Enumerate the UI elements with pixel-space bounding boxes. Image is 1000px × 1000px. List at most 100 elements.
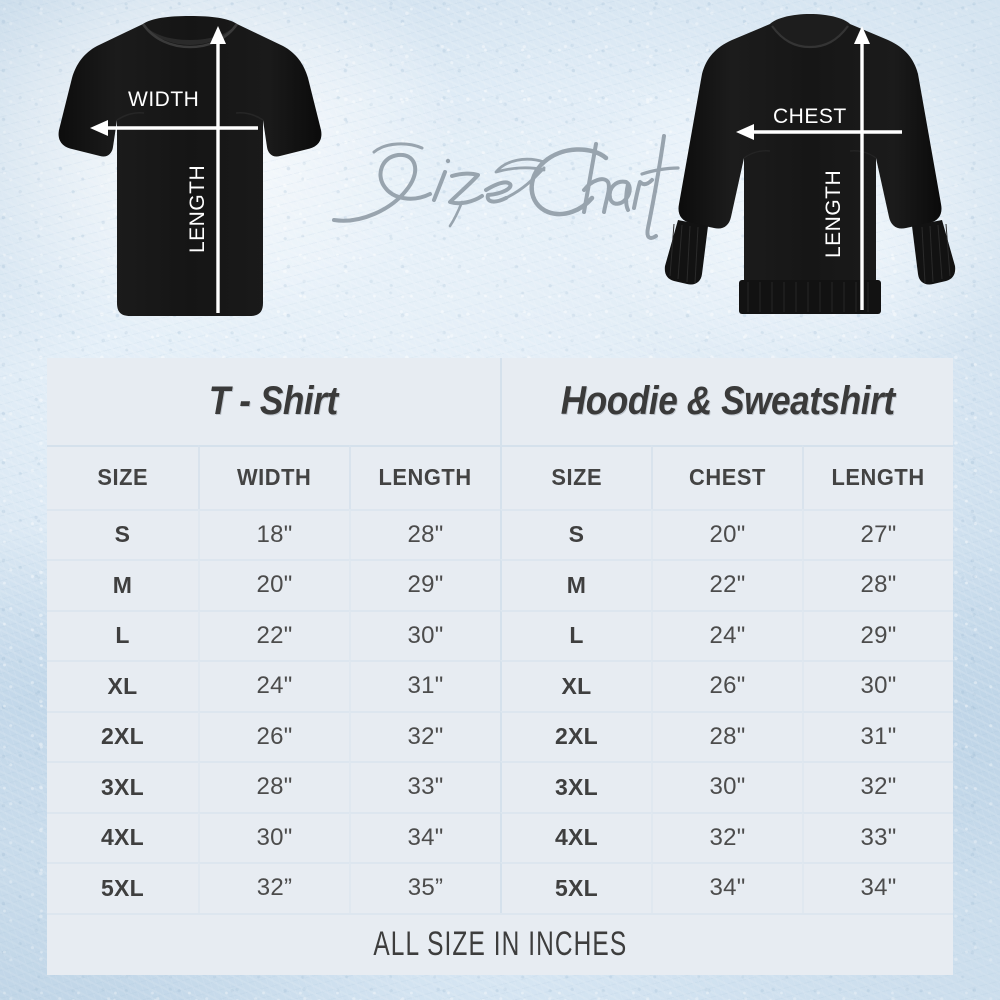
- size-cell: XL: [500, 660, 651, 711]
- measurement-cell: 32": [349, 710, 500, 762]
- measurement-value: 32": [860, 773, 897, 801]
- measurement-cell: 27": [802, 508, 953, 560]
- table-header-row: SIZE WIDTH LENGTH SIZE CHEST LENGTH: [47, 445, 953, 509]
- measurement-value: 26": [709, 672, 746, 700]
- measurement-value: 26": [256, 722, 293, 750]
- measurement-cell: 18": [198, 508, 349, 560]
- size-label: XL: [107, 672, 138, 699]
- measurement-cell: 29": [802, 609, 953, 661]
- table-row: 3XL 28" 33" 3XL 30" 32": [47, 761, 953, 812]
- chest-arrow-head: [736, 124, 754, 140]
- table-footer-row: ALL SIZE IN INCHES: [47, 912, 953, 975]
- column-header-label: WIDTH: [237, 464, 312, 491]
- size-cell: 2XL: [500, 710, 651, 762]
- size-label: 2XL: [100, 723, 145, 750]
- measurement-cell: 33": [802, 811, 953, 863]
- size-cell: M: [500, 559, 651, 610]
- measurement-value: 34": [709, 874, 746, 902]
- size-label: 4XL: [100, 824, 145, 851]
- left-cuff-ribbing: [669, 223, 699, 284]
- measurement-value: 24": [256, 672, 293, 700]
- column-header-hoodie-size: SIZE: [500, 445, 651, 509]
- size-cell: 4XL: [47, 811, 198, 863]
- column-header-label: SIZE: [551, 464, 602, 491]
- right-cuff-ribbing: [921, 223, 951, 284]
- table-row: 5XL 32” 35” 5XL 34" 34": [47, 862, 953, 913]
- measurement-cell: 30": [198, 811, 349, 863]
- table-row: XL 24" 31" XL 26" 30": [47, 660, 953, 711]
- table-row: 4XL 30" 34" 4XL 32" 33": [47, 811, 953, 863]
- measurement-value: 24": [709, 621, 746, 649]
- measurement-cell: 26": [651, 660, 802, 711]
- sweatshirt-collar: [770, 14, 850, 46]
- measurement-value: 20": [256, 571, 293, 599]
- size-cell: M: [47, 559, 198, 610]
- measurement-cell: 31": [349, 660, 500, 711]
- column-header-hoodie-chest: CHEST: [651, 445, 802, 509]
- sweatshirt-left-cuff: [664, 220, 708, 285]
- column-header-label: LENGTH: [831, 464, 926, 491]
- sweatshirt-body: [678, 16, 942, 280]
- size-label: S: [114, 521, 131, 548]
- measurement-value: 32": [407, 722, 444, 750]
- sweatshirt-right-cuff: [912, 220, 956, 285]
- measurement-cell: 32”: [198, 862, 349, 913]
- column-header-tshirt-size: SIZE: [47, 445, 198, 509]
- size-cell: 4XL: [500, 811, 651, 863]
- size-cell: 3XL: [47, 761, 198, 812]
- table-row: 2XL 26" 32" 2XL 28" 31": [47, 710, 953, 762]
- size-label: 3XL: [554, 773, 599, 800]
- length-arrow-head: [210, 26, 226, 44]
- size-cell: 2XL: [47, 710, 198, 762]
- column-header-tshirt-width: WIDTH: [198, 445, 349, 509]
- measurement-value: 30": [860, 672, 897, 700]
- measurement-cell: 29": [349, 559, 500, 610]
- measurement-cell: 20": [651, 508, 802, 560]
- measurement-cell: 32": [802, 761, 953, 812]
- table-row: S 18" 28" S 20" 27": [47, 508, 953, 560]
- measurement-cell: 20": [198, 559, 349, 610]
- measurement-cell: 28": [802, 559, 953, 610]
- measurement-value: 30": [709, 773, 746, 801]
- measurement-value: 30": [407, 621, 444, 649]
- size-chart-table: T - Shirt Hoodie & Sweatshirt SIZE WIDTH L…: [47, 358, 953, 975]
- measurement-cell: 30": [802, 660, 953, 711]
- measurement-value: 18": [256, 520, 293, 548]
- size-label: L: [569, 622, 584, 649]
- measurement-value: 33": [860, 823, 897, 851]
- measurement-cell: 28": [198, 761, 349, 812]
- measurement-cell: 26": [198, 710, 349, 762]
- measurement-cell: 31": [802, 710, 953, 762]
- footer-cell: ALL SIZE IN INCHES: [47, 914, 953, 975]
- measurement-cell: 35”: [349, 862, 500, 913]
- table-title-row: T - Shirt Hoodie & Sweatshirt: [47, 358, 953, 446]
- measurement-value: 34": [407, 823, 444, 851]
- tshirt-title-cell: T - Shirt: [47, 358, 500, 446]
- tshirt-body: [58, 16, 322, 316]
- sweatshirt-illustration: [664, 14, 956, 314]
- measurement-cell: 34": [349, 811, 500, 863]
- measurement-value: 22": [256, 621, 293, 649]
- size-label: 5XL: [554, 874, 599, 901]
- measurement-cell: 34": [802, 862, 953, 913]
- measurement-cell: 34": [651, 862, 802, 913]
- tshirt-neckline: [141, 23, 239, 49]
- waistband-ribbing: [747, 282, 869, 312]
- column-header-hoodie-length: LENGTH: [802, 445, 953, 509]
- size-cell: S: [500, 508, 651, 560]
- measurement-cell: 32": [651, 811, 802, 863]
- measurement-value: 22": [709, 571, 746, 599]
- size-label: L: [115, 622, 130, 649]
- size-cell: 5XL: [500, 862, 651, 913]
- size-label: XL: [561, 672, 592, 699]
- tshirt-title: T - Shirt: [208, 379, 339, 424]
- measurement-cell: 24": [198, 660, 349, 711]
- column-header-tshirt-length: LENGTH: [349, 445, 500, 509]
- size-label: M: [112, 571, 133, 598]
- table-row: M 20" 29" M 22" 28": [47, 559, 953, 610]
- measurement-value: 31": [860, 722, 897, 750]
- measurement-value: 32”: [256, 874, 293, 902]
- measurement-value: 34": [860, 874, 897, 902]
- measurement-value: 33": [407, 773, 444, 801]
